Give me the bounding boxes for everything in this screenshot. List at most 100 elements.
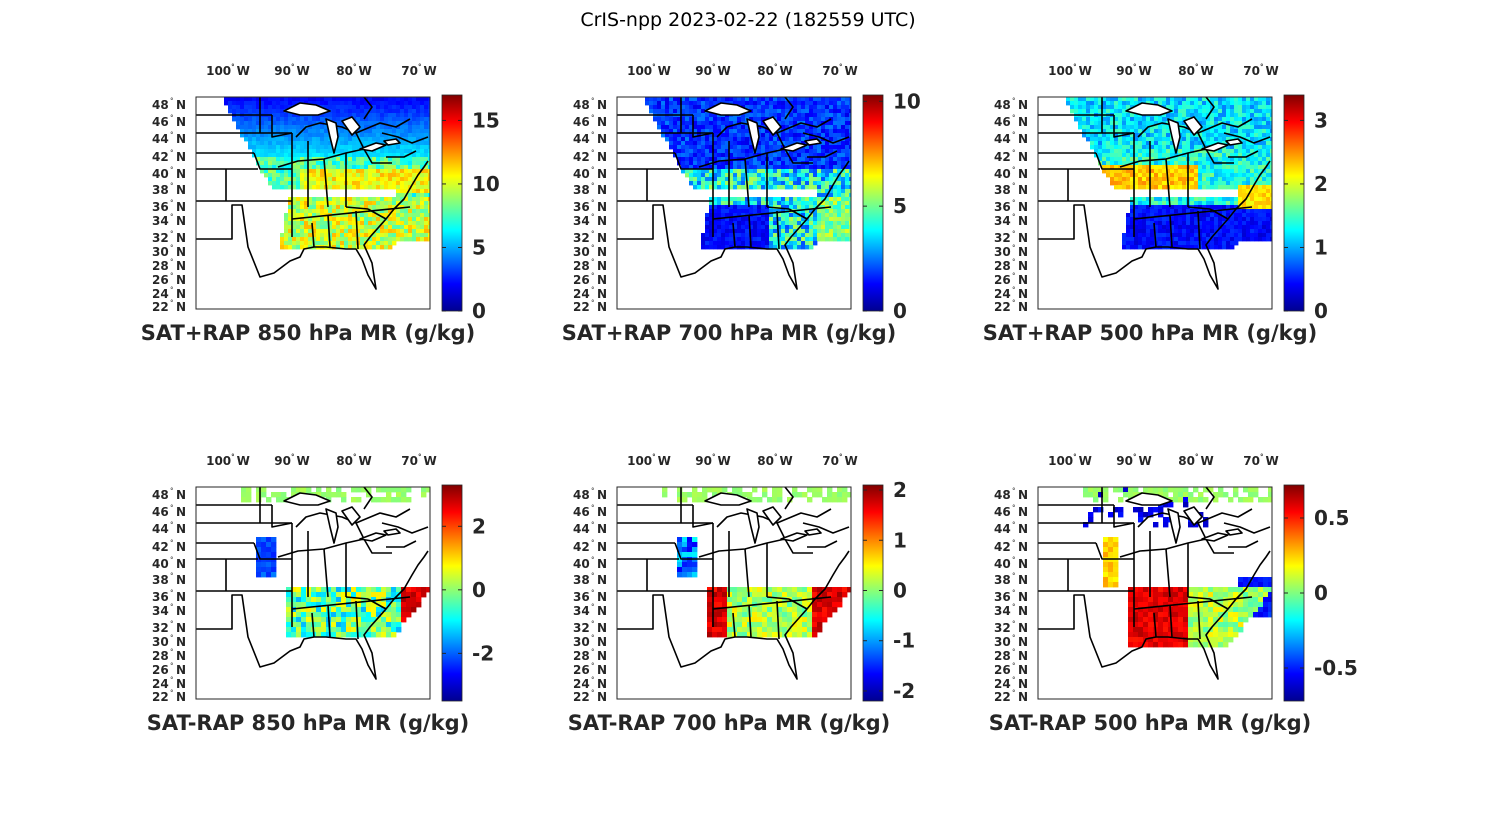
- swath-pixel: [340, 121, 345, 126]
- swath-pixel: [1186, 245, 1191, 250]
- swath-pixel: [1126, 181, 1131, 186]
- swath-pixel: [1258, 145, 1263, 150]
- swath-pixel: [1210, 177, 1215, 182]
- great-lake: [1225, 138, 1243, 146]
- swath-pixel: [396, 237, 401, 242]
- swath-pixel: [1206, 233, 1211, 238]
- swath-pixel: [332, 221, 337, 226]
- swath-pixel: [360, 197, 365, 202]
- swath-pixel: [733, 165, 738, 170]
- swath-pixel: [380, 101, 385, 106]
- swath-pixel: [1118, 149, 1123, 154]
- swath-pixel: [705, 169, 710, 174]
- swath-pixel: [1150, 217, 1155, 222]
- swath-pixel: [412, 137, 417, 142]
- swath-pixel: [833, 225, 838, 230]
- swath-pixel: [849, 149, 851, 154]
- swath-pixel: [689, 145, 694, 150]
- swath-pixel: [1126, 121, 1131, 126]
- swath-pixel: [1242, 133, 1247, 138]
- swath-pixel: [1114, 177, 1119, 182]
- swath-pixel: [1154, 209, 1159, 214]
- swath-pixel: [841, 189, 846, 194]
- swath-pixel: [1154, 185, 1159, 190]
- swath-pixel: [372, 101, 377, 106]
- swath-pixel: [240, 105, 245, 110]
- swath-pixel: [376, 169, 381, 174]
- swath-pixel: [697, 129, 702, 134]
- lat-tick-hemi: N: [597, 115, 607, 129]
- swath-pixel: [1102, 97, 1107, 102]
- swath-pixel: [1094, 101, 1099, 106]
- swath-pixel: [388, 173, 393, 178]
- swath-pixel: [1114, 105, 1119, 110]
- swath-pixel: [260, 145, 265, 150]
- swath-pixel: [260, 109, 265, 114]
- swath-pixel: [252, 141, 257, 146]
- swath-pixel: [408, 105, 413, 110]
- swath-pixel: [332, 153, 337, 158]
- swath-pixel: [1234, 169, 1239, 174]
- swath-pixel: [785, 229, 790, 234]
- swath-pixel: [849, 209, 851, 214]
- degree-symbol: °: [591, 131, 595, 139]
- swath-pixel: [849, 213, 851, 218]
- great-lake: [283, 102, 331, 116]
- swath-pixel: [372, 125, 377, 130]
- swath-pixel: [841, 185, 846, 190]
- swath-pixel: [1118, 173, 1123, 178]
- state-border: [1169, 214, 1173, 248]
- swath-pixel: [384, 173, 389, 178]
- swath-pixel: [1266, 229, 1271, 234]
- swath-pixel: [412, 141, 417, 146]
- swath-pixel: [849, 137, 851, 142]
- swath-pixel: [1122, 181, 1127, 186]
- swath-pixel: [228, 97, 233, 102]
- degree-symbol: °: [170, 539, 174, 547]
- swath-pixel: [428, 165, 430, 170]
- swath-pixel: [841, 217, 846, 222]
- lat-tick-hemi: N: [1018, 183, 1028, 197]
- swath-pixel: [1218, 113, 1223, 118]
- swath-pixel: [340, 105, 345, 110]
- swath-pixel: [292, 213, 297, 218]
- swath-pixel: [392, 233, 397, 238]
- swath-pixel: [284, 237, 289, 242]
- swath-pixel: [1218, 101, 1223, 106]
- swath-pixel: [829, 137, 834, 142]
- swath-pixel: [1234, 209, 1239, 214]
- swath-pixel: [1210, 245, 1215, 250]
- swath-pixel: [1174, 233, 1179, 238]
- swath-pixel: [793, 237, 798, 242]
- swath-pixel: [308, 141, 313, 146]
- swath-pixel: [364, 141, 369, 146]
- swath-pixel: [304, 241, 309, 246]
- swath-pixel: [360, 181, 365, 186]
- degree-symbol: °: [170, 272, 174, 280]
- swath-pixel: [384, 185, 389, 190]
- swath-pixel: [420, 193, 425, 198]
- swath-pixel: [416, 181, 421, 186]
- swath-pixel: [288, 173, 293, 178]
- swath-pixel: [264, 109, 269, 114]
- lat-tick-hemi: N: [176, 132, 186, 146]
- swath-pixel: [1138, 245, 1143, 250]
- swath-pixel: [1226, 201, 1231, 206]
- swath-pixel: [268, 141, 273, 146]
- swath-pixel: [745, 237, 750, 242]
- swath-pixel: [1206, 141, 1211, 146]
- swath-pixel: [1138, 197, 1143, 202]
- swath-pixel: [416, 121, 421, 126]
- swath-pixel: [1198, 209, 1203, 214]
- swath-pixel: [344, 245, 349, 250]
- swath-pixel: [1130, 225, 1135, 230]
- swath-pixel: [380, 217, 385, 222]
- swath-pixel: [729, 233, 734, 238]
- swath-pixel: [1154, 129, 1159, 134]
- swath-pixel: [1262, 229, 1267, 234]
- swath-pixel: [428, 101, 430, 106]
- swath-pixel: [376, 113, 381, 118]
- swath-pixel: [1178, 149, 1183, 154]
- swath-pixel: [1222, 173, 1227, 178]
- swath-pixel: [408, 209, 413, 214]
